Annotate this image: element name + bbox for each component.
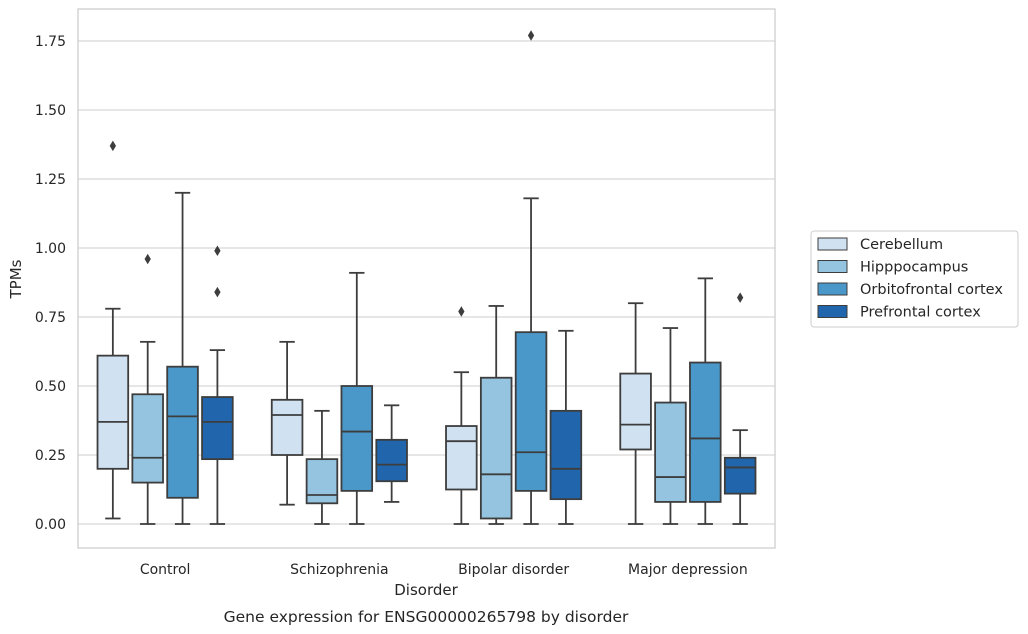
box-body bbox=[654, 401, 687, 503]
outlier-point bbox=[109, 140, 116, 152]
box-groups bbox=[96, 30, 757, 525]
box-body bbox=[689, 361, 722, 503]
x-tick-label: Major depression bbox=[628, 562, 748, 578]
box-body bbox=[375, 438, 408, 483]
box-hipppocampus bbox=[654, 327, 687, 525]
box-body bbox=[305, 458, 339, 505]
y-tick-label: 0.75 bbox=[35, 310, 66, 326]
box-prefrontal-cortex bbox=[723, 292, 757, 525]
box-cerebellum bbox=[270, 340, 304, 506]
box-body bbox=[549, 409, 583, 501]
x-tick-label: Control bbox=[140, 562, 191, 578]
outlier-point bbox=[144, 253, 151, 265]
legend-swatch bbox=[817, 282, 848, 296]
y-tick-label: 1.25 bbox=[35, 172, 66, 188]
x-tick-label: Schizophrenia bbox=[290, 562, 388, 578]
legend-swatch bbox=[817, 237, 848, 251]
box-prefrontal-cortex bbox=[549, 329, 583, 525]
x-axis-ticks: Control Schizophrenia Bipolar disorder Majo… bbox=[140, 562, 748, 578]
legend-label: Orbitofrontal cortex bbox=[860, 282, 1003, 298]
plot-frame bbox=[77, 8, 776, 549]
box-orbitofrontal-cortex bbox=[340, 271, 374, 525]
x-axis-label: Disorder bbox=[394, 581, 458, 599]
outlier-point bbox=[214, 286, 221, 298]
y-axis-ticks: 0.00 0.25 0.50 0.75 1.00 1.25 1.50 1.75 bbox=[35, 34, 66, 533]
box-orbitofrontal-cortex bbox=[166, 191, 199, 525]
legend-frame bbox=[810, 230, 1019, 328]
y-axis-label: TPMs bbox=[7, 259, 25, 299]
y-tick-label: 1.00 bbox=[35, 241, 66, 257]
y-tick-label: 1.50 bbox=[35, 103, 66, 119]
box-prefrontal-cortex bbox=[201, 245, 234, 525]
legend-label: Cerebellum bbox=[860, 237, 943, 253]
x-tick-label: Bipolar disorder bbox=[458, 562, 569, 578]
outlier-point bbox=[527, 30, 535, 41]
box-body bbox=[201, 396, 234, 461]
outlier-point bbox=[737, 292, 744, 303]
box-body bbox=[619, 372, 652, 451]
box-hipppocampus bbox=[305, 409, 339, 525]
y-tick-label: 0.00 bbox=[35, 517, 66, 533]
box-prefrontal-cortex bbox=[375, 404, 408, 503]
box-body bbox=[96, 354, 130, 470]
box-body bbox=[131, 393, 164, 484]
box-orbitofrontal-cortex bbox=[514, 30, 548, 525]
box-cerebellum bbox=[445, 306, 478, 525]
box-hipppocampus bbox=[479, 305, 513, 525]
box-body bbox=[445, 425, 478, 491]
y-tick-label: 0.25 bbox=[35, 448, 66, 464]
legend-label: Prefrontal cortex bbox=[860, 305, 981, 321]
box-cerebellum bbox=[619, 302, 652, 525]
box-body bbox=[340, 385, 374, 492]
outlier-point bbox=[214, 245, 221, 257]
chart-caption: Gene expression for ENSG00000265798 by d… bbox=[224, 608, 629, 626]
legend-swatch bbox=[817, 260, 848, 273]
box-body bbox=[723, 456, 757, 495]
box-hipppocampus bbox=[131, 253, 164, 525]
box-orbitofrontal-cortex bbox=[689, 277, 722, 525]
box-body bbox=[514, 331, 548, 492]
legend-label: Hipppocampus bbox=[860, 260, 968, 276]
outlier-point bbox=[458, 306, 465, 317]
box-body bbox=[166, 365, 199, 499]
y-tick-label: 1.75 bbox=[35, 34, 66, 50]
box-body bbox=[270, 398, 304, 456]
box-cerebellum bbox=[96, 140, 130, 520]
legend-swatch bbox=[817, 305, 848, 318]
legend: Cerebellum Hipppocampus Orbitofrontal cort… bbox=[810, 230, 1019, 328]
y-tick-label: 0.50 bbox=[35, 379, 66, 395]
box-body bbox=[479, 376, 513, 520]
